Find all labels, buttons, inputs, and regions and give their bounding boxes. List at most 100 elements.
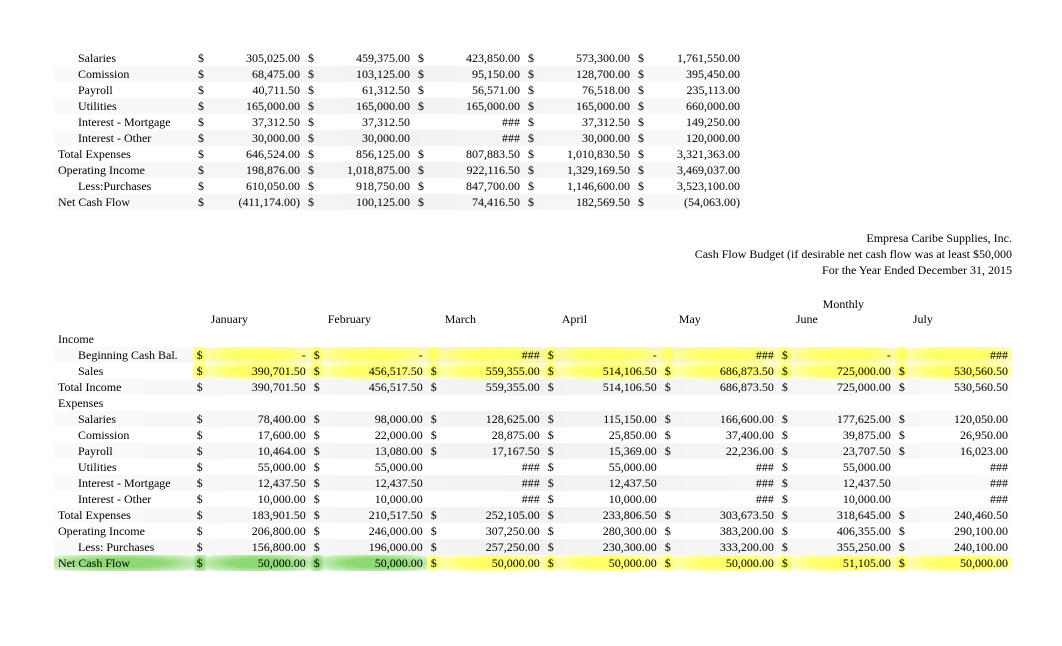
row-label: Total Expenses bbox=[54, 146, 194, 162]
currency-symbol: $ bbox=[778, 347, 792, 363]
cell-value: 559,355.00 bbox=[441, 379, 544, 395]
cell-value: ### bbox=[675, 347, 778, 363]
month-header: May bbox=[675, 312, 778, 331]
cell-value: 28,875.00 bbox=[441, 427, 544, 443]
currency-symbol: $ bbox=[304, 194, 318, 210]
currency-symbol: $ bbox=[310, 523, 324, 539]
currency-symbol bbox=[895, 475, 909, 491]
cell-value: 165,000.00 bbox=[208, 98, 304, 114]
currency-symbol: $ bbox=[895, 523, 909, 539]
currency-symbol bbox=[427, 459, 441, 475]
cell-value: ### bbox=[909, 475, 1012, 491]
cell-value: 303,673.50 bbox=[675, 507, 778, 523]
cell-value: 456,517.50 bbox=[324, 379, 427, 395]
row-label: Total Income bbox=[54, 379, 193, 395]
currency-symbol: $ bbox=[634, 130, 648, 146]
table-row: Net Cash Flow$(411,174.00)$100,125.00$74… bbox=[54, 194, 744, 210]
currency-symbol: $ bbox=[895, 507, 909, 523]
table-row: Payroll$40,711.50$61,312.50$56,571.00$76… bbox=[54, 82, 744, 98]
currency-symbol: $ bbox=[194, 82, 208, 98]
cell-value: ### bbox=[909, 459, 1012, 475]
currency-symbol: $ bbox=[895, 379, 909, 395]
currency-symbol: $ bbox=[310, 411, 324, 427]
cell-value: 390,701.50 bbox=[207, 379, 310, 395]
currency-symbol: $ bbox=[304, 114, 318, 130]
cell-value: 40,711.50 bbox=[208, 82, 304, 98]
currency-symbol: $ bbox=[194, 162, 208, 178]
currency-symbol: $ bbox=[310, 507, 324, 523]
cell-value: 55,000.00 bbox=[792, 459, 895, 475]
currency-symbol: $ bbox=[193, 347, 207, 363]
cell-value: 573,300.00 bbox=[538, 50, 634, 66]
cell-value: 30,000.00 bbox=[538, 130, 634, 146]
cell-value: 165,000.00 bbox=[318, 98, 414, 114]
cell-value: 1,146,600.00 bbox=[538, 178, 634, 194]
currency-symbol: $ bbox=[414, 50, 428, 66]
cell-value: 514,106.50 bbox=[558, 379, 661, 395]
currency-symbol: $ bbox=[778, 459, 792, 475]
cell-value: 686,873.50 bbox=[675, 363, 778, 379]
currency-symbol: $ bbox=[634, 114, 648, 130]
cell-value: 559,355.00 bbox=[441, 363, 544, 379]
currency-symbol: $ bbox=[427, 555, 441, 571]
cell-value: 56,571.00 bbox=[428, 82, 524, 98]
row-label: Operating Income bbox=[54, 523, 193, 539]
cell-value: 156,800.00 bbox=[207, 539, 310, 555]
currency-symbol: $ bbox=[895, 555, 909, 571]
currency-symbol: $ bbox=[310, 363, 324, 379]
currency-symbol: $ bbox=[304, 98, 318, 114]
currency-symbol: $ bbox=[895, 363, 909, 379]
cell-value: 55,000.00 bbox=[558, 459, 661, 475]
cell-value: 149,250.00 bbox=[648, 114, 744, 130]
currency-symbol: $ bbox=[778, 411, 792, 427]
currency-symbol: $ bbox=[895, 443, 909, 459]
currency-symbol: $ bbox=[524, 162, 538, 178]
currency-symbol bbox=[661, 475, 675, 491]
cell-value: 165,000.00 bbox=[538, 98, 634, 114]
cell-value: 660,000.00 bbox=[648, 98, 744, 114]
cell-value: ### bbox=[428, 130, 524, 146]
cell-value: 686,873.50 bbox=[675, 379, 778, 395]
row-label: Less:Purchases bbox=[54, 178, 194, 194]
currency-symbol bbox=[427, 491, 441, 507]
cell-value: 12,437.50 bbox=[558, 475, 661, 491]
currency-symbol: $ bbox=[310, 555, 324, 571]
cell-value: 128,700.00 bbox=[538, 66, 634, 82]
cell-value: 17,600.00 bbox=[207, 427, 310, 443]
cell-value: 290,100.00 bbox=[909, 523, 1012, 539]
currency-symbol: $ bbox=[414, 178, 428, 194]
cell-value: 15,369.00 bbox=[558, 443, 661, 459]
table-row: Beginning Cash Bal.$-$-###$-###$-### bbox=[54, 347, 1012, 363]
currency-symbol: $ bbox=[544, 459, 558, 475]
cell-value: 246,000.00 bbox=[324, 523, 427, 539]
currency-symbol: $ bbox=[310, 347, 324, 363]
currency-symbol: $ bbox=[427, 427, 441, 443]
row-label: Total Expenses bbox=[54, 507, 193, 523]
row-label: Comission bbox=[54, 427, 193, 443]
currency-symbol: $ bbox=[895, 539, 909, 555]
currency-symbol: $ bbox=[414, 82, 428, 98]
table-row: Net Cash Flow$50,000.00$50,000.00$50,000… bbox=[54, 555, 1012, 571]
cell-value: 37,400.00 bbox=[675, 427, 778, 443]
currency-symbol: $ bbox=[304, 82, 318, 98]
cell-value: 318,645.00 bbox=[792, 507, 895, 523]
currency-symbol: $ bbox=[193, 539, 207, 555]
cell-value: 196,000.00 bbox=[324, 539, 427, 555]
table-row: Comission$17,600.00$22,000.00$28,875.00$… bbox=[54, 427, 1012, 443]
currency-symbol bbox=[427, 475, 441, 491]
currency-symbol: $ bbox=[193, 363, 207, 379]
currency-symbol: $ bbox=[544, 427, 558, 443]
currency-symbol: $ bbox=[310, 459, 324, 475]
currency-symbol: $ bbox=[427, 411, 441, 427]
currency-symbol: $ bbox=[634, 50, 648, 66]
table-row: Interest - Other$30,000.00$30,000.00###$… bbox=[54, 130, 744, 146]
cell-value: 1,010,830.50 bbox=[538, 146, 634, 162]
cell-value: 183,901.50 bbox=[207, 507, 310, 523]
table-row: Income bbox=[54, 331, 1012, 347]
company-name: Empresa Caribe Supplies, Inc. bbox=[54, 230, 1012, 246]
currency-symbol: $ bbox=[304, 50, 318, 66]
row-label: Salaries bbox=[54, 411, 193, 427]
cell-value: 423,850.00 bbox=[428, 50, 524, 66]
cell-value: 37,312.50 bbox=[318, 114, 414, 130]
upper-expenses-table: Salaries$305,025.00$459,375.00$423,850.0… bbox=[54, 50, 744, 210]
